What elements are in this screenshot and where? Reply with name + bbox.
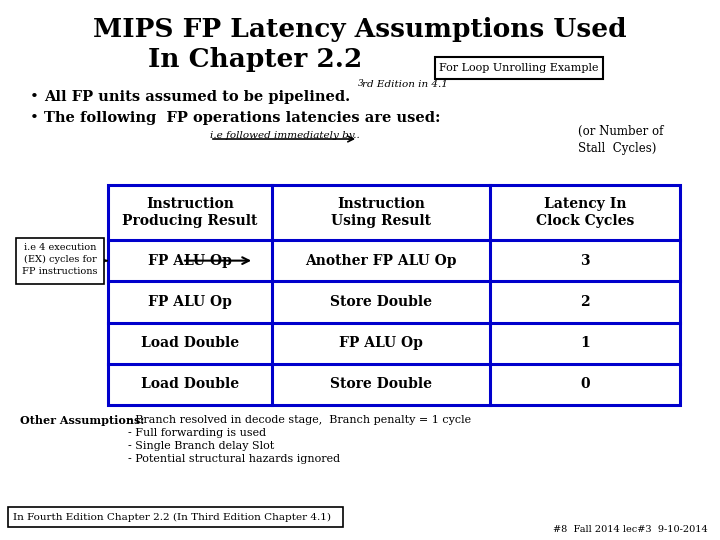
Text: 3: 3 [358, 79, 364, 88]
Text: Store Double: Store Double [330, 377, 432, 392]
Text: •: • [30, 90, 39, 104]
Text: In Chapter 2.2: In Chapter 2.2 [148, 48, 362, 72]
Text: Instruction
Producing Result: Instruction Producing Result [122, 197, 258, 228]
Bar [108, 185, 680, 405]
Text: rd Edition in 4.1: rd Edition in 4.1 [362, 80, 448, 89]
Text: 0: 0 [580, 377, 590, 392]
Text: FP ALU Op: FP ALU Op [148, 254, 232, 268]
Text: All FP units assumed to be pipelined.: All FP units assumed to be pipelined. [44, 90, 350, 104]
Bar [16, 238, 104, 284]
Text: 2: 2 [580, 295, 590, 309]
Text: FP instructions: FP instructions [22, 267, 98, 276]
Text: FP ALU Op: FP ALU Op [148, 295, 232, 309]
Text: (or Number of
Stall  Cycles): (or Number of Stall Cycles) [578, 125, 663, 155]
Text: For Loop Unrolling Example: For Loop Unrolling Example [439, 63, 599, 73]
Bar [435, 57, 603, 79]
Text: Another FP ALU Op: Another FP ALU Op [305, 254, 456, 268]
Text: FP ALU Op: FP ALU Op [339, 336, 423, 350]
Text: 3: 3 [580, 254, 590, 268]
Text: - Potential structural hazards ignored: - Potential structural hazards ignored [128, 454, 340, 464]
Text: •: • [30, 111, 39, 125]
Text: Load Double: Load Double [141, 336, 239, 350]
Text: MIPS FP Latency Assumptions Used: MIPS FP Latency Assumptions Used [93, 17, 627, 43]
Text: 1: 1 [580, 336, 590, 350]
Text: - Branch resolved in decode stage,  Branch penalty = 1 cycle: - Branch resolved in decode stage, Branc… [128, 415, 471, 425]
Text: #8  Fall 2014 lec#3  9-10-2014: #8 Fall 2014 lec#3 9-10-2014 [553, 525, 708, 535]
Text: Other Assumptions:: Other Assumptions: [20, 415, 145, 426]
Text: (EX) cycles for: (EX) cycles for [24, 255, 96, 264]
Text: - Single Branch delay Slot: - Single Branch delay Slot [128, 441, 274, 451]
Text: Instruction
Using Result: Instruction Using Result [331, 197, 431, 228]
Text: Latency In
Clock Cycles: Latency In Clock Cycles [536, 197, 634, 228]
Bar [8, 507, 343, 527]
Text: - Full forwarding is used: - Full forwarding is used [128, 428, 266, 438]
Text: Load Double: Load Double [141, 377, 239, 392]
Text: i.e followed immediately by..: i.e followed immediately by.. [210, 131, 360, 139]
Text: In Fourth Edition Chapter 2.2 (In Third Edition Chapter 4.1): In Fourth Edition Chapter 2.2 (In Third … [13, 512, 331, 522]
Text: Store Double: Store Double [330, 295, 432, 309]
Text: i.e 4 execution: i.e 4 execution [24, 243, 96, 252]
Text: The following  FP operations latencies are used:: The following FP operations latencies ar… [44, 111, 441, 125]
